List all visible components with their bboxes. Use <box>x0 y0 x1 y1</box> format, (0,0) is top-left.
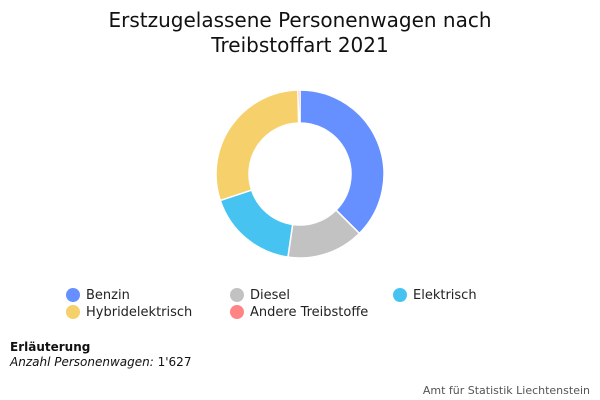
source-credit: Amt für Statistik Liechtenstein <box>422 384 590 397</box>
legend-label-benzin: Benzin <box>86 288 130 303</box>
vehicle-count-label: Anzahl Personenwagen: <box>10 355 154 369</box>
donut-slice-elektrisch[interactable] <box>219 189 294 258</box>
legend-label-diesel: Diesel <box>250 288 291 303</box>
legend-swatch-benzin <box>66 288 80 302</box>
legend-label-elektrisch: Elektrisch <box>413 288 477 303</box>
donut-slice-hybridelektrisch[interactable] <box>215 89 300 202</box>
chart-title: Erstzugelassene Personenwagen nach Treib… <box>0 8 600 58</box>
legend-swatch-andere-treibstoffe <box>230 305 244 319</box>
explanation-note: Erläuterung Anzahl Personenwagen: 1'627 <box>10 340 191 370</box>
legend-label-hybridelektrisch: Hybridelektrisch <box>86 305 193 320</box>
donut-slice-andere-treibstoffe[interactable] <box>297 89 301 124</box>
explanation-heading: Erläuterung <box>10 340 91 354</box>
chart-title-line-1: Erstzugelassene Personenwagen nach <box>108 8 492 32</box>
chart-legend: Benzin Diesel Elektrisch Hybridelektrisc… <box>66 287 566 327</box>
legend-swatch-elektrisch <box>393 288 407 302</box>
legend-swatch-hybridelektrisch <box>66 305 80 319</box>
chart-title-line-2: Treibstoffart 2021 <box>211 33 389 57</box>
donut-slice-benzin[interactable] <box>299 89 385 235</box>
legend-label-andere-treibstoffe: Andere Treibstoffe <box>250 305 369 320</box>
vehicle-count-value: 1'627 <box>157 355 192 369</box>
legend-swatch-diesel <box>230 288 244 302</box>
